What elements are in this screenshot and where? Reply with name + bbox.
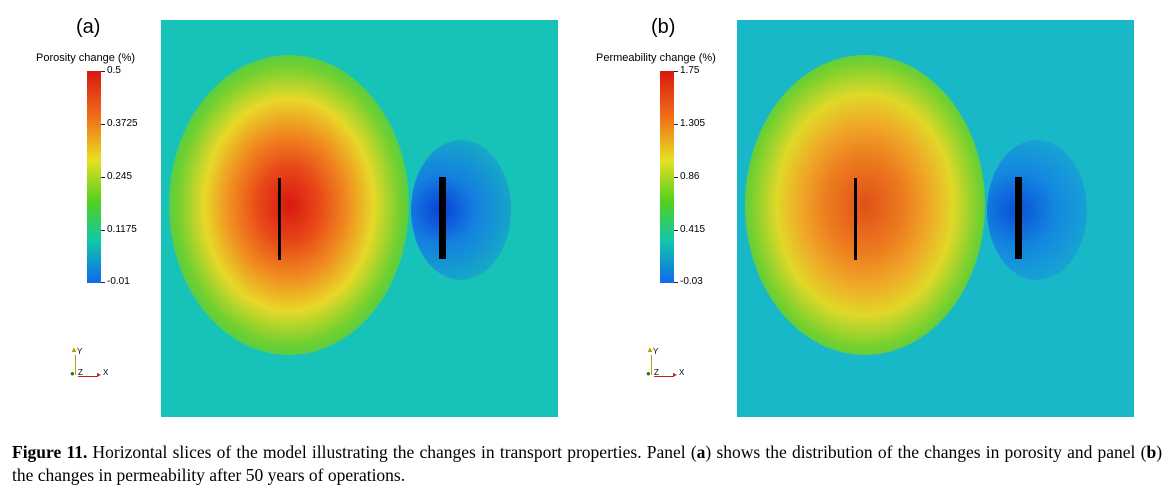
porosity-slice-image <box>161 20 558 417</box>
colorbar-a-tick: 0.245 <box>107 171 133 182</box>
colorbar-title-b: Permeability change (%) <box>596 52 716 64</box>
injection-plume <box>169 55 409 355</box>
panel-label-a: (a) <box>76 16 101 38</box>
injection-well <box>278 178 281 260</box>
panel-label-b: (b) <box>651 16 676 38</box>
colorbar-a <box>87 71 101 283</box>
colorbar-a-tick: 0.1175 <box>107 224 137 235</box>
colorbar-b-tick: 1.75 <box>680 65 700 76</box>
production-well <box>1015 177 1022 259</box>
colorbar-b-tick: 1.305 <box>680 118 706 129</box>
colorbar-a-tick: 0.3725 <box>107 118 138 129</box>
injection-well <box>854 178 857 260</box>
colorbar-b-tick: 0.86 <box>680 171 700 182</box>
colorbar-title-a: Porosity change (%) <box>36 52 136 64</box>
colorbar-a-tick: 0.5 <box>107 65 121 76</box>
figure-caption: Figure 11. Horizontal slices of the mode… <box>12 442 1163 485</box>
production-well <box>439 177 446 259</box>
caption-label: Figure 11. <box>12 442 88 462</box>
colorbar-b-tick: -0.03 <box>680 276 703 287</box>
orientation-axes-b: ▲ Y ● Z ▸ X <box>646 345 685 379</box>
extraction-zone <box>411 140 511 280</box>
colorbar-b <box>660 71 674 283</box>
orientation-axes-a: ▲ Y ● Z ▸ X <box>70 345 109 379</box>
permeability-slice-image <box>737 20 1134 417</box>
colorbar-a-tick: -0.01 <box>107 276 130 287</box>
colorbar-b-tick: 0.415 <box>680 224 706 235</box>
extraction-zone <box>987 140 1087 280</box>
injection-plume <box>745 55 985 355</box>
